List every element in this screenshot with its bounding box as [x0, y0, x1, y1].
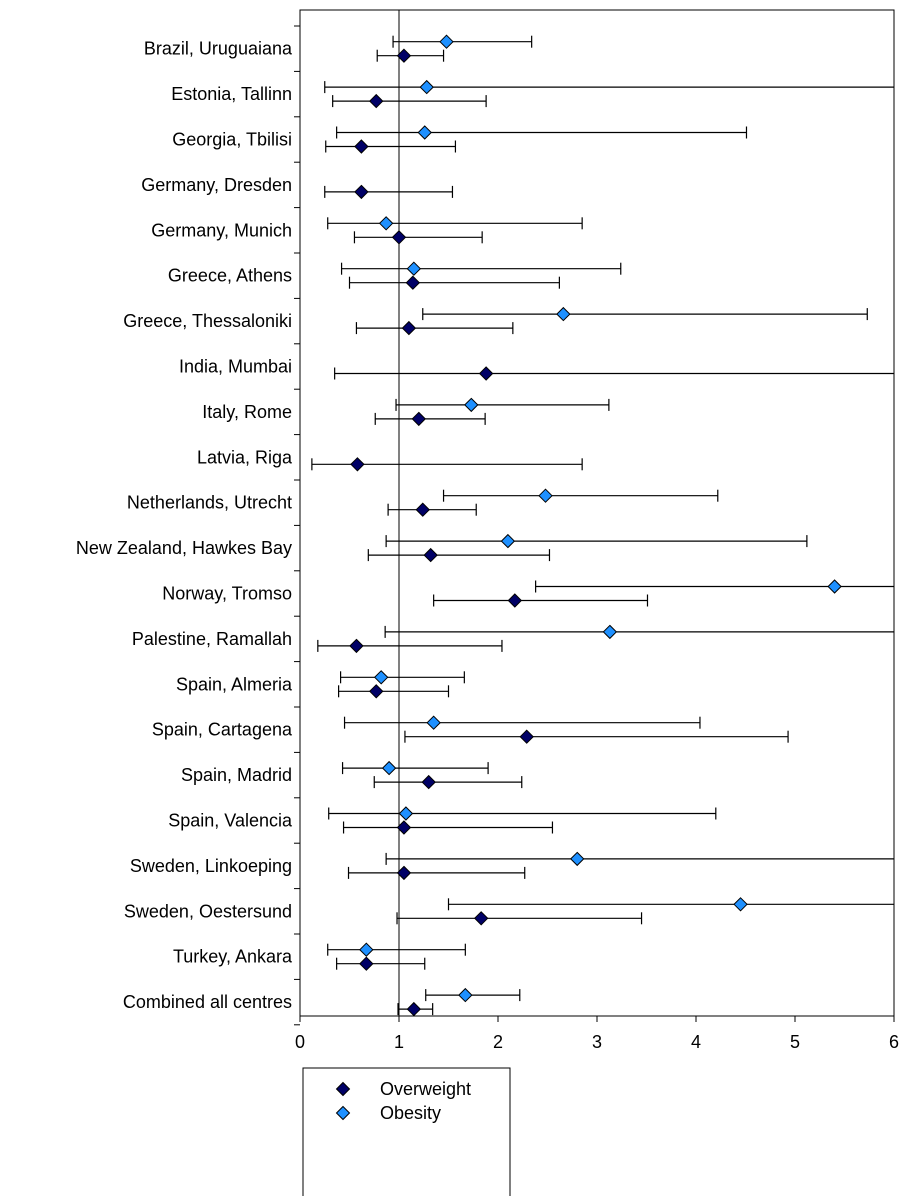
overweight-marker-brazil-uruguaiana: [396, 48, 412, 63]
x-tick-label: 1: [394, 1032, 404, 1052]
overweight-marker-estonia-tallinn: [369, 93, 384, 109]
category-label-netherlands-utrecht: Netherlands, Utrecht: [127, 493, 292, 513]
category-label-sweden-linkoeping: Sweden, Linkoeping: [130, 856, 292, 876]
overweight-marker-new-zealand-hawkes-bay: [423, 547, 438, 563]
obesity-marker-greece-athens: [406, 261, 422, 276]
category-label-combined-all-centres: Combined all centres: [123, 992, 292, 1012]
category-label-estonia-tallinn: Estonia, Tallinn: [171, 84, 292, 104]
obesity-marker-new-zealand-hawkes-bay: [500, 533, 516, 549]
category-label-italy-rome: Italy, Rome: [202, 402, 292, 422]
legend: Overweight Obesity: [302, 1067, 511, 1196]
category-label-india-mumbai: India, Mumbai: [179, 357, 292, 377]
obesity-marker-spain-valencia: [398, 806, 414, 821]
category-label-germany-munich: Germany, Munich: [151, 220, 292, 240]
x-tick-label: 0: [295, 1032, 305, 1052]
obesity-marker-italy-rome: [464, 397, 479, 413]
x-tick-label: 5: [790, 1032, 800, 1052]
x-tick-label: 4: [691, 1032, 701, 1052]
point-markers: [349, 34, 842, 1017]
legend-marker-overweight: [335, 1081, 351, 1097]
category-label-spain-valencia: Spain, Valencia: [168, 811, 293, 831]
overweight-marker-germany-munich: [391, 230, 407, 245]
obesity-marker-greece-thessaloniki: [556, 306, 571, 322]
overweight-marker-latvia-riga: [350, 457, 365, 472]
obesity-marker-brazil-uruguaiana: [439, 34, 454, 49]
overweight-marker-spain-madrid: [421, 774, 436, 790]
category-label-greece-thessaloniki: Greece, Thessaloniki: [123, 311, 292, 331]
obesity-marker-germany-munich: [378, 216, 394, 231]
obesity-marker-netherlands-utrecht: [538, 488, 553, 503]
obesity-marker-spain-madrid: [381, 760, 397, 776]
overweight-marker-spain-valencia: [396, 820, 412, 835]
category-label-palestine-ramallah: Palestine, Ramallah: [132, 629, 292, 649]
overweight-marker-turkey-ankara: [359, 956, 374, 971]
overweight-marker-greece-thessaloniki: [401, 320, 417, 336]
legend-label-overweight: Overweight: [380, 1079, 471, 1099]
overweight-marker-netherlands-utrecht: [415, 502, 430, 517]
x-axis-ticks: 0 1 2 3 4 5 6: [295, 1016, 899, 1052]
obesity-marker-sweden-oestersund: [733, 897, 748, 912]
obesity-marker-combined-all-centres: [458, 987, 473, 1003]
overweight-marker-spain-almeria: [369, 684, 384, 699]
obesity-marker-sweden-linkoeping: [569, 851, 585, 867]
legend-label-obesity: Obesity: [380, 1103, 441, 1123]
y-axis-ticks: [294, 25, 300, 1026]
category-label-norway-tromso: Norway, Tromso: [162, 584, 292, 604]
category-label-turkey-ankara: Turkey, Ankara: [173, 947, 293, 967]
category-label-germany-dresden: Germany, Dresden: [141, 175, 292, 195]
x-tick-label: 6: [889, 1032, 899, 1052]
obesity-marker-georgia-tbilisi: [417, 125, 432, 140]
category-label-spain-cartagena: Spain, Cartagena: [152, 720, 293, 740]
obesity-marker-palestine-ramallah: [602, 624, 618, 640]
x-tick-label: 3: [592, 1032, 602, 1052]
category-label-spain-madrid: Spain, Madrid: [181, 765, 292, 785]
y-axis-category-labels: Brazil, Uruguaiana Estonia, Tallinn Georgi…: [76, 39, 293, 1012]
overweight-marker-sweden-linkoeping: [396, 865, 412, 881]
category-label-brazil-uruguaiana: Brazil, Uruguaiana: [144, 39, 293, 59]
overweight-marker-india-mumbai: [478, 366, 494, 381]
error-bars: [311, 35, 894, 1016]
obesity-marker-estonia-tallinn: [419, 79, 434, 95]
category-label-greece-athens: Greece, Athens: [168, 266, 292, 286]
category-label-new-zealand-hawkes-bay: New Zealand, Hawkes Bay: [76, 538, 292, 558]
category-label-latvia-riga: Latvia, Riga: [197, 447, 293, 467]
category-label-sweden-oestersund: Sweden, Oestersund: [124, 901, 292, 921]
obesity-marker-spain-almeria: [373, 670, 389, 685]
plot-area-frame: [299, 9, 895, 1017]
category-label-georgia-tbilisi: Georgia, Tbilisi: [172, 130, 292, 150]
obesity-marker-norway-tromso: [827, 579, 842, 594]
x-tick-label: 2: [493, 1032, 503, 1052]
category-label-spain-almeria: Spain, Almeria: [176, 674, 293, 694]
overweight-marker-italy-rome: [411, 411, 427, 427]
legend-marker-obesity: [335, 1105, 351, 1121]
overweight-marker-spain-cartagena: [519, 729, 534, 744]
overweight-marker-greece-athens: [405, 275, 421, 290]
overweight-marker-norway-tromso: [507, 593, 523, 608]
obesity-marker-turkey-ankara: [359, 942, 374, 957]
overweight-marker-georgia-tbilisi: [354, 139, 369, 154]
overweight-marker-sweden-oestersund: [473, 911, 489, 926]
overweight-marker-palestine-ramallah: [349, 638, 364, 654]
overweight-marker-germany-dresden: [354, 184, 369, 200]
obesity-marker-spain-cartagena: [426, 715, 441, 730]
overweight-marker-combined-all-centres: [406, 1001, 422, 1017]
